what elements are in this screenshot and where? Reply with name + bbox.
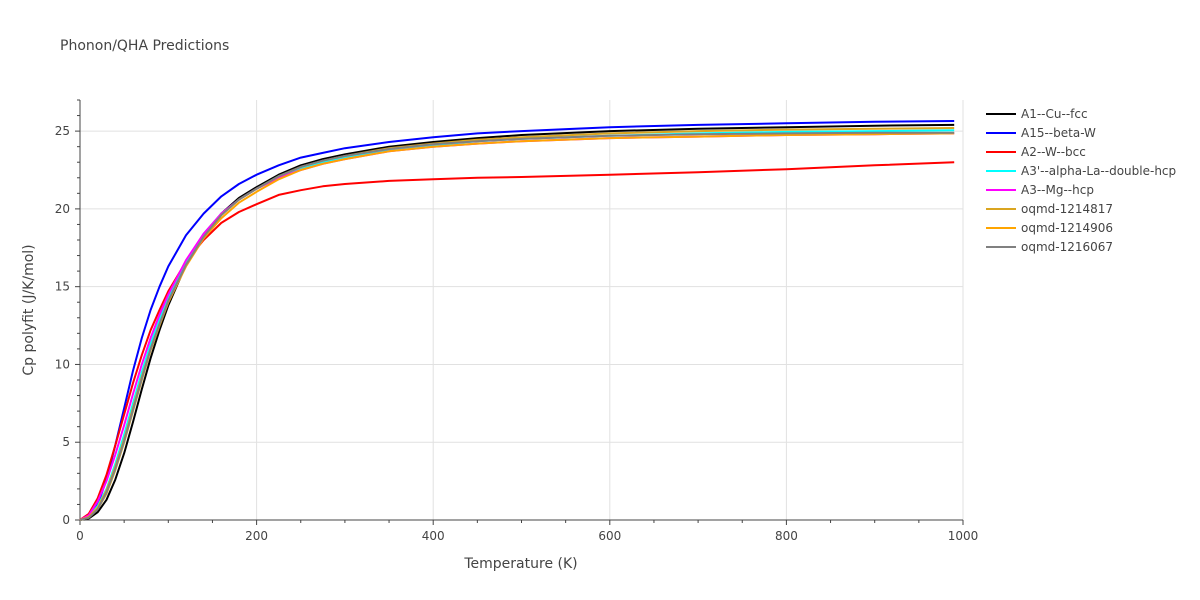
x-tick-label: 600 [598, 529, 621, 543]
x-tick-label: 400 [422, 529, 445, 543]
legend-label: A1--Cu--fcc [1021, 107, 1088, 121]
legend-label: A15--beta-W [1021, 126, 1096, 140]
series-line-oqmd-1214817[interactable] [79, 127, 955, 521]
series-line-A15--beta-W[interactable] [79, 120, 955, 521]
y-tick-label: 10 [55, 357, 70, 371]
y-tick-label: 0 [62, 513, 70, 527]
y-tick-label: 5 [62, 435, 70, 449]
legend-item[interactable]: A3--Mg--hcp [986, 183, 1094, 197]
x-axis-title: Temperature (K) [463, 556, 577, 572]
legend-label: oqmd-1216067 [1021, 240, 1113, 254]
series-line-A1--Cu--fcc[interactable] [79, 123, 955, 521]
axis-layer: 0 200 400 600 800 1000 0 5 10 15 20 25 [55, 99, 979, 543]
chart-title: Phonon/QHA Predictions [60, 38, 229, 54]
x-tick-label: 800 [775, 529, 798, 543]
legend-item[interactable]: A15--beta-W [986, 126, 1096, 140]
series-line-A3'--alpha-La--double-hcp[interactable] [79, 129, 955, 521]
legend-label: A2--W--bcc [1021, 145, 1086, 159]
legend-item[interactable]: A3'--alpha-La--double-hcp [986, 164, 1176, 178]
grid-layer [80, 100, 964, 520]
legend-label: oqmd-1214906 [1021, 221, 1113, 235]
y-axis-title: Cp polyfit (J/K/mol) [21, 244, 37, 375]
series-line-oqmd-1214906[interactable] [79, 132, 955, 521]
legend-item[interactable]: oqmd-1216067 [986, 240, 1113, 254]
x-tick-label: 200 [245, 529, 268, 543]
legend-item[interactable]: oqmd-1214906 [986, 221, 1113, 235]
series-line-A3--Mg--hcp[interactable] [79, 132, 955, 521]
legend[interactable]: A1--Cu--fcc A15--beta-W A2--W--bcc A3'--alp… [986, 107, 1176, 254]
y-tick-label: 20 [55, 202, 70, 216]
legend-item[interactable]: oqmd-1214817 [986, 202, 1113, 216]
series-layer [79, 120, 955, 521]
x-tick-label: 1000 [948, 529, 979, 543]
x-tick-label: 0 [76, 529, 84, 543]
series-line-A2--W--bcc[interactable] [79, 161, 955, 521]
legend-label: A3'--alpha-La--double-hcp [1021, 164, 1176, 178]
legend-label: oqmd-1214817 [1021, 202, 1113, 216]
y-tick-label: 15 [55, 280, 70, 294]
legend-item[interactable]: A1--Cu--fcc [986, 107, 1088, 121]
y-tick-label: 25 [55, 124, 70, 138]
legend-item[interactable]: A2--W--bcc [986, 145, 1086, 159]
legend-label: A3--Mg--hcp [1021, 183, 1094, 197]
series-line-oqmd-1216067[interactable] [79, 131, 955, 521]
